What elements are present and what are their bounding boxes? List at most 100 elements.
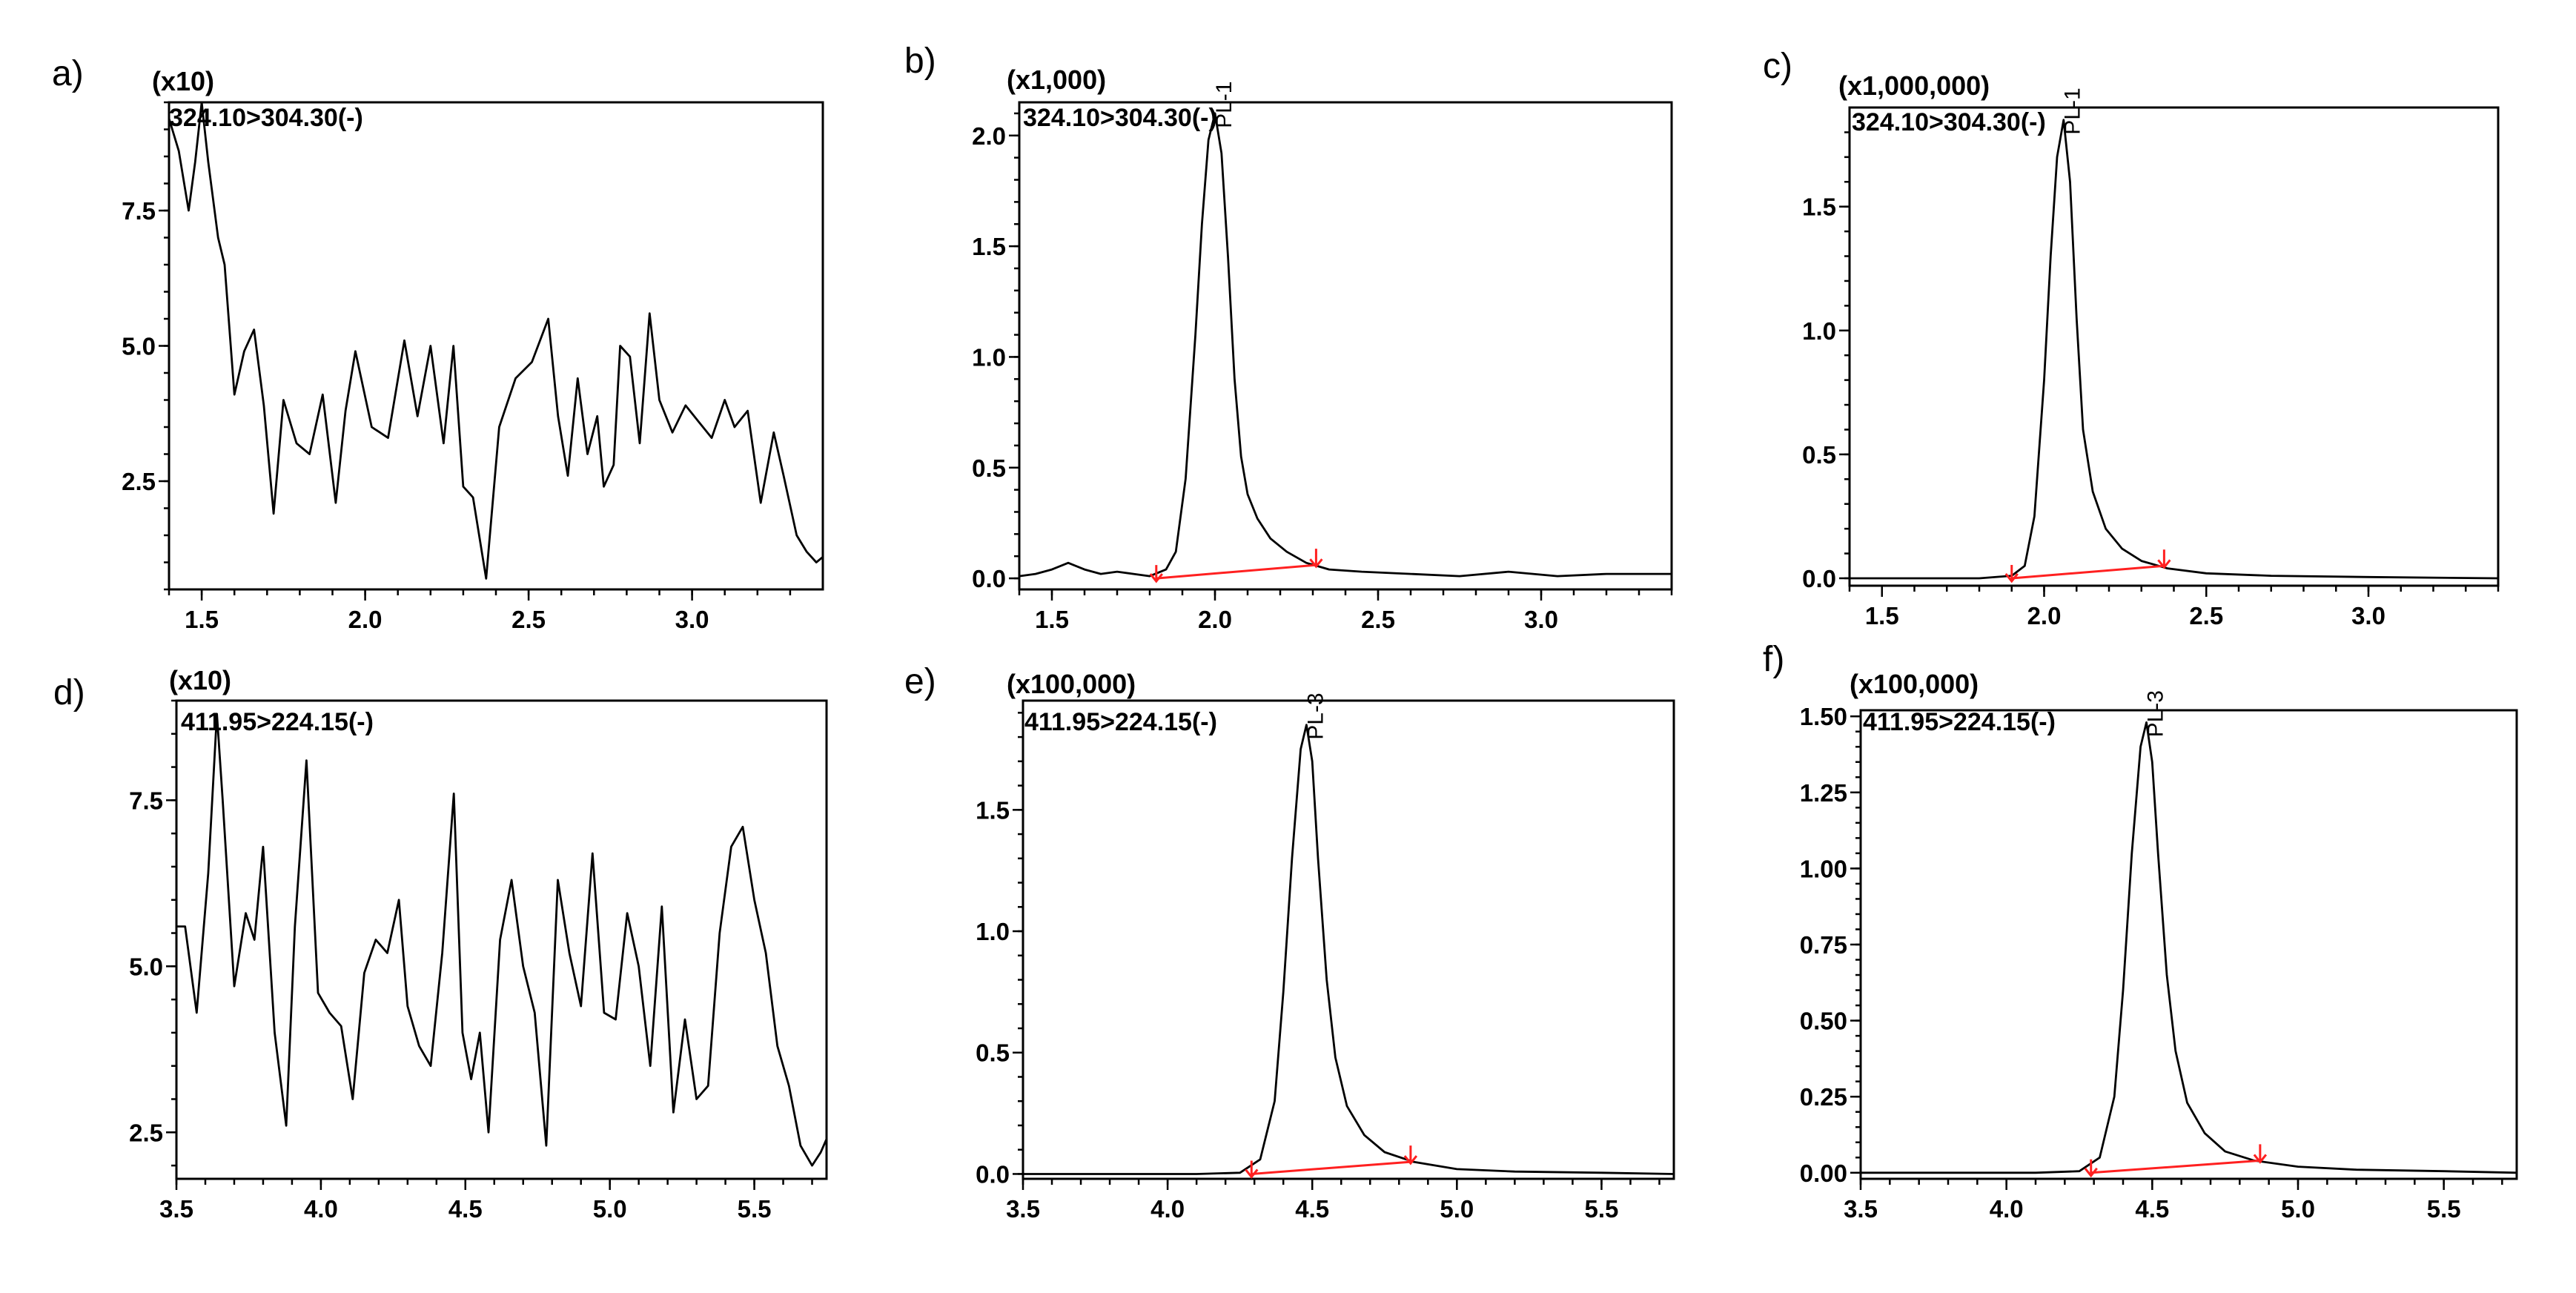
y-tick-label: 0.50 bbox=[1800, 1008, 1847, 1035]
x-tick-label: 4.0 bbox=[1990, 1195, 2024, 1223]
x-tick-label: 1.5 bbox=[1035, 606, 1069, 633]
panel-letter: d) bbox=[53, 673, 85, 712]
panel-f: 3.5 4.0 4.5 5.0 5.5 0.00 0.25 0.50 0.75 1.00 1.25 1… bbox=[1763, 640, 2518, 1223]
scale-factor-label: (x100,000) bbox=[1850, 669, 1979, 699]
y-tick-label: 0.0 bbox=[976, 1160, 1010, 1188]
x-tick-label: 2.0 bbox=[1198, 606, 1232, 633]
y-tick-label: 1.0 bbox=[972, 343, 1006, 371]
peak-start-marker bbox=[1245, 1160, 1259, 1179]
peak-label: PL-3 bbox=[1303, 692, 1328, 739]
y-tick-label: 2.0 bbox=[972, 122, 1006, 150]
y-tick-label: 1.0 bbox=[976, 918, 1010, 945]
x-tick-label: 4.0 bbox=[304, 1195, 338, 1223]
x-tick-label: 2.5 bbox=[2189, 602, 2223, 629]
mrm-transition-label: 324.10>304.30(-) bbox=[1023, 104, 1217, 132]
peak-end-marker bbox=[2157, 549, 2171, 569]
y-tick-label: 0.5 bbox=[976, 1039, 1010, 1067]
x-tick-label: 5.5 bbox=[1585, 1195, 1619, 1223]
x-tick-label: 1.5 bbox=[185, 606, 219, 633]
plot-frame bbox=[1022, 699, 1675, 1180]
y-tick-label: 0.0 bbox=[972, 565, 1006, 592]
plot-frame bbox=[1848, 106, 2500, 587]
y-tick-label: 1.50 bbox=[1800, 703, 1847, 730]
integration-baseline bbox=[2011, 564, 2165, 580]
y-tick-label: 7.5 bbox=[122, 197, 156, 225]
x-tick-label: 2.0 bbox=[2027, 602, 2062, 629]
x-tick-label: 3.0 bbox=[1524, 606, 1558, 633]
x-tick-label: 3.0 bbox=[2351, 602, 2385, 629]
peak-start-marker bbox=[2084, 1159, 2098, 1178]
y-tick-label: 0.0 bbox=[1802, 565, 1836, 592]
x-tick-label: 4.5 bbox=[1295, 1195, 1329, 1223]
x-tick-label: 2.5 bbox=[511, 606, 546, 633]
x-tick-label: 4.5 bbox=[2135, 1195, 2169, 1223]
peak-label: PL-3 bbox=[2143, 690, 2168, 737]
x-tick-label: 1.5 bbox=[1865, 602, 1899, 629]
panel-letter: b) bbox=[904, 42, 936, 81]
scale-factor-label: (x10) bbox=[169, 665, 231, 695]
panel-b: 1.5 2.0 2.5 3.0 0.0 0.5 1.0 1.5 2.0 PL-1 b) (x1,000… bbox=[904, 42, 1673, 633]
x-tick-label: 2.0 bbox=[348, 606, 383, 633]
panel-d: 3.5 4.0 4.5 5.0 5.5 2.5 5.0 7.5 d) (x10) 411.95>22… bbox=[53, 665, 828, 1223]
y-tick-label: 1.5 bbox=[976, 796, 1010, 824]
y-tick-label: 0.5 bbox=[972, 454, 1006, 482]
peak-label: PL-1 bbox=[1212, 82, 1236, 128]
y-tick-label: 0.25 bbox=[1800, 1083, 1847, 1111]
y-tick-label: 2.5 bbox=[122, 468, 156, 495]
x-tick-label: 5.0 bbox=[593, 1195, 627, 1223]
mrm-transition-label: 411.95>224.15(-) bbox=[1024, 708, 1217, 736]
noise-trace bbox=[176, 712, 828, 1167]
y-tick-label: 1.5 bbox=[972, 233, 1006, 260]
panel-e: 3.5 4.0 4.5 5.0 5.5 0.0 0.5 1.0 1.5 PL-3 e) (x100,0… bbox=[904, 662, 1675, 1223]
panel-a: 1.5 2.0 2.5 3.0 2.5 5.0 7.5 a) (x10) 324.10>304.3… bbox=[52, 54, 824, 633]
mrm-transition-label: 324.10>304.30(-) bbox=[169, 104, 363, 132]
plot-frame bbox=[175, 699, 828, 1180]
peak-end-marker bbox=[1403, 1145, 1418, 1165]
y-tick-label: 2.5 bbox=[129, 1119, 163, 1146]
integration-baseline bbox=[1251, 1160, 1411, 1175]
panel-letter: f) bbox=[1763, 640, 1784, 679]
scale-factor-label: (x1,000,000) bbox=[1838, 70, 1990, 101]
y-tick-label: 1.25 bbox=[1800, 779, 1847, 807]
integration-baseline bbox=[2090, 1159, 2260, 1174]
panel-c: 1.5 2.0 2.5 3.0 0.0 0.5 1.0 1.5 PL-1 c) (x1,000,00… bbox=[1763, 47, 2500, 629]
y-tick-label: 0.00 bbox=[1800, 1160, 1847, 1187]
integration-baseline bbox=[1156, 563, 1317, 580]
x-tick-label: 5.0 bbox=[2281, 1195, 2315, 1223]
x-tick-label: 5.5 bbox=[738, 1195, 772, 1223]
peak-label: PL-1 bbox=[2061, 87, 2085, 134]
plot-frame bbox=[1018, 101, 1673, 591]
peak-start-marker bbox=[1149, 565, 1163, 583]
plot-frame bbox=[1859, 709, 2518, 1180]
x-tick-label: 4.5 bbox=[448, 1195, 483, 1223]
y-tick-label: 5.0 bbox=[129, 953, 163, 980]
scale-factor-label: (x10) bbox=[152, 66, 214, 96]
y-tick-label: 1.0 bbox=[1802, 317, 1836, 345]
x-tick-label: 3.5 bbox=[1006, 1195, 1040, 1223]
mrm-transition-label: 411.95>224.15(-) bbox=[1863, 708, 2056, 736]
panel-letter: a) bbox=[52, 54, 84, 93]
x-tick-label: 4.0 bbox=[1150, 1195, 1185, 1223]
x-tick-label: 5.5 bbox=[2427, 1195, 2461, 1223]
x-tick-label: 3.5 bbox=[1844, 1195, 1878, 1223]
chromatogram-trace bbox=[1023, 724, 1675, 1175]
y-tick-label: 0.5 bbox=[1802, 441, 1836, 469]
peak-start-marker bbox=[2004, 564, 2019, 583]
chromatogram-trace bbox=[1861, 721, 2517, 1174]
peak-end-marker bbox=[2253, 1144, 2268, 1164]
mrm-transition-label: 411.95>224.15(-) bbox=[181, 708, 374, 736]
y-tick-label: 5.0 bbox=[122, 333, 156, 360]
y-tick-label: 7.5 bbox=[129, 787, 163, 814]
chromatogram-trace bbox=[1019, 112, 1672, 578]
y-tick-label: 0.75 bbox=[1800, 931, 1847, 959]
x-tick-label: 2.5 bbox=[1361, 606, 1395, 633]
panel-letter: e) bbox=[904, 662, 936, 701]
x-tick-label: 3.0 bbox=[675, 606, 709, 633]
panel-letter: c) bbox=[1763, 47, 1792, 86]
y-tick-label: 1.00 bbox=[1800, 855, 1847, 882]
y-tick-label: 1.5 bbox=[1802, 194, 1836, 221]
noise-trace bbox=[168, 101, 824, 580]
mrm-transition-label: 324.10>304.30(-) bbox=[1852, 108, 2046, 136]
plot-frame bbox=[168, 101, 824, 591]
